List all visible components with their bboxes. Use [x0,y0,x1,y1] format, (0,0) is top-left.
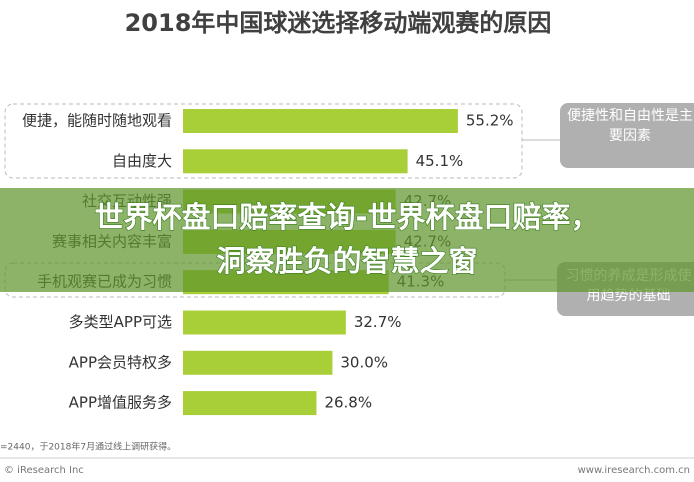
annotation-box [560,103,694,168]
value-label: 26.8% [324,394,372,412]
value-label: 32.7% [354,313,402,331]
note: =2440，于2018年7月通过线上调研获得。 [0,441,176,453]
category-label: APP会员特权多 [69,353,172,371]
overlay-text: 世界杯盘口赔率查询-世界杯盘口赔率， [94,200,599,234]
category-label: 多类型APP可选 [69,313,172,331]
value-label: 30.0% [340,353,388,371]
bar [183,350,333,375]
overlay-text: 洞察胜负的智慧之窗 [216,244,477,278]
bar [183,391,317,416]
category-label: 便捷，能随时随地观看 [22,112,172,130]
annotation: 便捷性和自由性是主要因素 [567,108,693,144]
chart-title: 2018年中国球迷选择移动端观赛的原因 [125,9,552,37]
bar [183,109,458,133]
value-label: 45.1% [416,152,464,170]
value-label: 55.2% [466,112,514,130]
category-label: 自由度大 [112,152,172,170]
category-label: APP增值服务多 [69,394,172,412]
bracket [4,103,523,179]
overlay-band [0,188,694,292]
annotation-text: 便捷性和自由性是主要因素 [567,108,693,144]
footer-right: www.iresearch.com.cn [578,465,690,476]
bar [183,149,408,174]
footer-left: © iResearch Inc [4,465,84,476]
bar [183,310,346,335]
